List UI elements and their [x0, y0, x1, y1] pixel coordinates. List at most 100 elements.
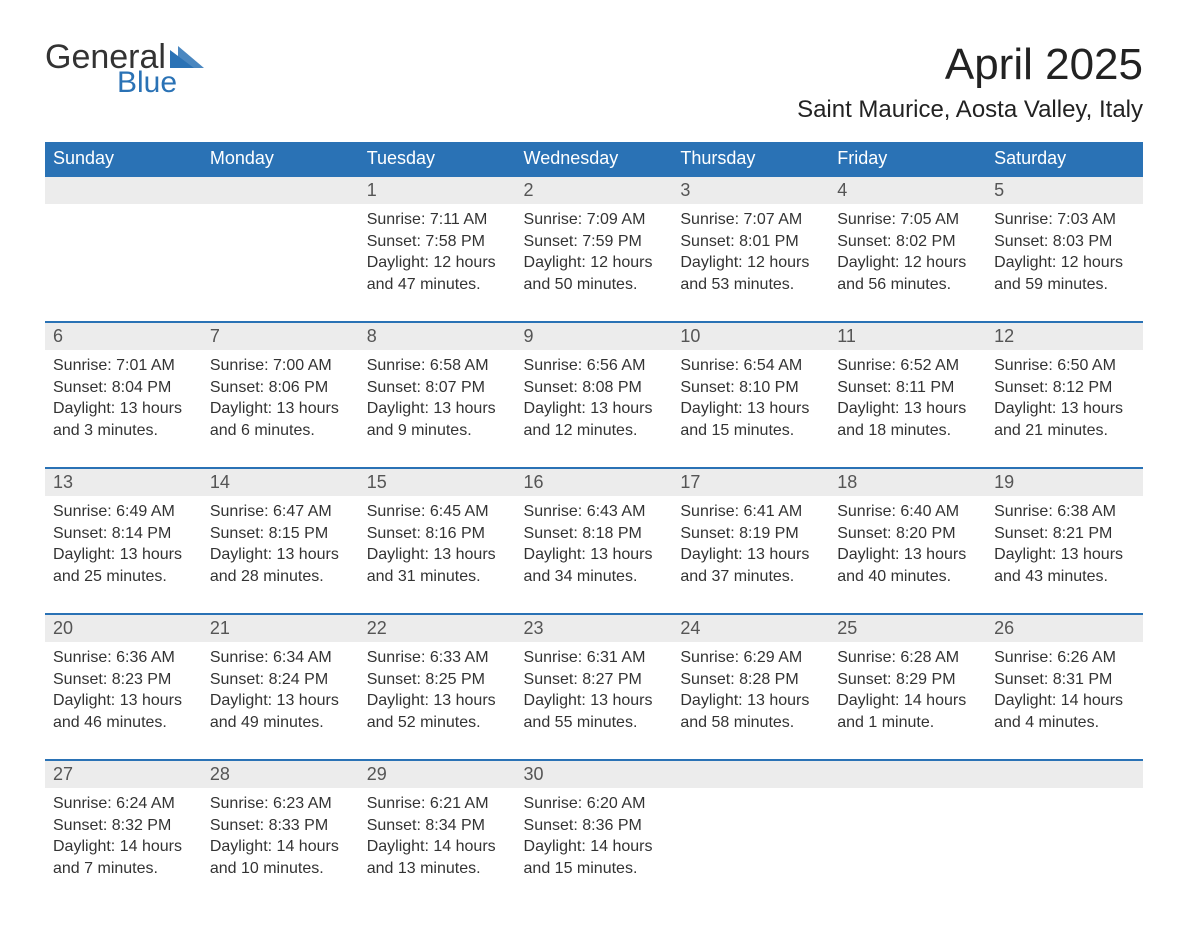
- sunset-line-value: 8:12 PM: [1053, 379, 1113, 396]
- sunrise-line-label: Sunrise:: [210, 649, 269, 666]
- sunset-line-value: 8:16 PM: [425, 525, 485, 542]
- daylight-line-label: Daylight:: [524, 692, 586, 709]
- sunrise-line-value: 6:36 AM: [116, 649, 175, 666]
- sunrise-line-value: 6:45 AM: [430, 503, 489, 520]
- sunrise-line-label: Sunrise:: [524, 649, 583, 666]
- sunset-line: Sunset: 8:23 PM: [53, 669, 194, 691]
- sunrise-line: Sunrise: 7:11 AM: [367, 209, 508, 231]
- sunset-line: Sunset: 8:10 PM: [680, 377, 821, 399]
- sunrise-line: Sunrise: 6:45 AM: [367, 501, 508, 523]
- sunrise-line-label: Sunrise:: [524, 503, 583, 520]
- day-number-cell: 3: [672, 176, 829, 204]
- day-number: 4: [837, 180, 847, 200]
- sunrise-line-value: 6:41 AM: [744, 503, 803, 520]
- sunrise-line-value: 6:29 AM: [744, 649, 803, 666]
- sunrise-line-label: Sunrise:: [524, 357, 583, 374]
- sunset-line-value: 8:08 PM: [582, 379, 642, 396]
- sunrise-line: Sunrise: 6:33 AM: [367, 647, 508, 669]
- sunset-line-value: 8:14 PM: [112, 525, 172, 542]
- sunset-line-value: 8:06 PM: [269, 379, 329, 396]
- day-detail-cell: Sunrise: 6:29 AMSunset: 8:28 PMDaylight:…: [672, 642, 829, 760]
- sunset-line: Sunset: 8:11 PM: [837, 377, 978, 399]
- sunset-line-value: 8:36 PM: [582, 817, 642, 834]
- sunset-line-label: Sunset:: [837, 233, 891, 250]
- weekday-header: Saturday: [986, 142, 1143, 176]
- daylight-line: Daylight: 13 hours and 49 minutes.: [210, 690, 351, 733]
- daylight-line: Daylight: 12 hours and 47 minutes.: [367, 252, 508, 295]
- sunset-line-label: Sunset:: [524, 671, 578, 688]
- day-detail-cell: Sunrise: 6:54 AMSunset: 8:10 PMDaylight:…: [672, 350, 829, 468]
- daynum-row: 12345: [45, 176, 1143, 204]
- daylight-line: Daylight: 13 hours and 43 minutes.: [994, 544, 1135, 587]
- day-number: 29: [367, 764, 387, 784]
- day-detail-cell: Sunrise: 6:20 AMSunset: 8:36 PMDaylight:…: [516, 788, 673, 906]
- sunrise-line-value: 6:40 AM: [900, 503, 959, 520]
- day-detail-cell: Sunrise: 6:58 AMSunset: 8:07 PMDaylight:…: [359, 350, 516, 468]
- sunset-line-value: 8:25 PM: [425, 671, 485, 688]
- day-number: 8: [367, 326, 377, 346]
- sunset-line-value: 8:24 PM: [269, 671, 329, 688]
- day-number-cell: 20: [45, 614, 202, 642]
- daylight-line: Daylight: 14 hours and 13 minutes.: [367, 836, 508, 879]
- sunrise-line: Sunrise: 6:24 AM: [53, 793, 194, 815]
- sunrise-line-label: Sunrise:: [994, 211, 1053, 228]
- daylight-line-label: Daylight:: [524, 546, 586, 563]
- detail-row: Sunrise: 7:11 AMSunset: 7:58 PMDaylight:…: [45, 204, 1143, 322]
- day-number-cell: 10: [672, 322, 829, 350]
- sunset-line-value: 8:18 PM: [582, 525, 642, 542]
- weekday-header: Wednesday: [516, 142, 673, 176]
- sunrise-line: Sunrise: 6:29 AM: [680, 647, 821, 669]
- daylight-line-label: Daylight:: [53, 838, 115, 855]
- calendar-table: Sunday Monday Tuesday Wednesday Thursday…: [45, 142, 1143, 906]
- day-number: 9: [524, 326, 534, 346]
- day-detail-cell: Sunrise: 6:26 AMSunset: 8:31 PMDaylight:…: [986, 642, 1143, 760]
- daylight-line: Daylight: 14 hours and 7 minutes.: [53, 836, 194, 879]
- daylight-line-label: Daylight:: [994, 692, 1056, 709]
- daylight-line-label: Daylight:: [210, 546, 272, 563]
- day-detail-cell: [986, 788, 1143, 906]
- day-number-cell: 6: [45, 322, 202, 350]
- sunrise-line: Sunrise: 6:58 AM: [367, 355, 508, 377]
- sunrise-line-label: Sunrise:: [210, 503, 269, 520]
- daylight-line: Daylight: 13 hours and 25 minutes.: [53, 544, 194, 587]
- day-number-cell: 4: [829, 176, 986, 204]
- daylight-line-label: Daylight:: [524, 254, 586, 271]
- sunset-line-value: 8:03 PM: [1053, 233, 1113, 250]
- day-detail-cell: Sunrise: 7:09 AMSunset: 7:59 PMDaylight:…: [516, 204, 673, 322]
- sunset-line-value: 8:32 PM: [112, 817, 172, 834]
- sunset-line: Sunset: 8:15 PM: [210, 523, 351, 545]
- sunrise-line-label: Sunrise:: [680, 503, 739, 520]
- sunrise-line-label: Sunrise:: [367, 357, 426, 374]
- weekday-header: Sunday: [45, 142, 202, 176]
- sunrise-line-value: 6:23 AM: [273, 795, 332, 812]
- sunset-line-label: Sunset:: [994, 671, 1048, 688]
- daylight-line-label: Daylight:: [367, 838, 429, 855]
- sunset-line-value: 8:33 PM: [269, 817, 329, 834]
- day-number-cell: 27: [45, 760, 202, 788]
- sunset-line-label: Sunset:: [210, 817, 264, 834]
- day-detail-cell: [829, 788, 986, 906]
- sunset-line: Sunset: 8:18 PM: [524, 523, 665, 545]
- sunrise-line: Sunrise: 7:07 AM: [680, 209, 821, 231]
- sunrise-line-label: Sunrise:: [994, 649, 1053, 666]
- day-number-cell: 2: [516, 176, 673, 204]
- day-detail-cell: Sunrise: 6:40 AMSunset: 8:20 PMDaylight:…: [829, 496, 986, 614]
- sunset-line-value: 8:21 PM: [1053, 525, 1113, 542]
- daylight-line-label: Daylight:: [210, 692, 272, 709]
- daylight-line: Daylight: 13 hours and 55 minutes.: [524, 690, 665, 733]
- sunset-line-label: Sunset:: [524, 817, 578, 834]
- sunset-line-label: Sunset:: [210, 379, 264, 396]
- sunrise-line-value: 6:20 AM: [587, 795, 646, 812]
- sunrise-line-value: 7:00 AM: [273, 357, 332, 374]
- sunrise-line-value: 7:03 AM: [1057, 211, 1116, 228]
- sunrise-line-label: Sunrise:: [524, 211, 583, 228]
- sunrise-line: Sunrise: 6:52 AM: [837, 355, 978, 377]
- day-number: 20: [53, 618, 73, 638]
- day-number: 2: [524, 180, 534, 200]
- sunrise-line: Sunrise: 7:00 AM: [210, 355, 351, 377]
- sunrise-line-label: Sunrise:: [53, 795, 112, 812]
- logo: General Blue: [45, 40, 204, 98]
- day-detail-cell: Sunrise: 6:23 AMSunset: 8:33 PMDaylight:…: [202, 788, 359, 906]
- sunrise-line-label: Sunrise:: [367, 649, 426, 666]
- daylight-line-label: Daylight:: [680, 546, 742, 563]
